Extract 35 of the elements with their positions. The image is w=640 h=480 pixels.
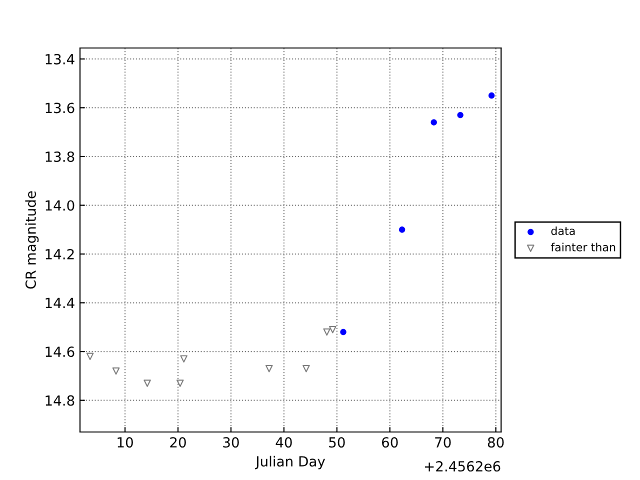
point	[302, 364, 310, 372]
y-axis-title: CR magnitude	[25, 191, 39, 289]
point	[265, 364, 273, 372]
point	[144, 380, 151, 387]
point	[488, 92, 495, 99]
y-tick-label: 13.6	[46, 102, 74, 114]
x-tick-label: 50	[329, 437, 345, 448]
point	[457, 112, 464, 118]
x-tick-label: 40	[276, 437, 292, 448]
x-tick-label: 10	[118, 437, 133, 448]
legend-label: fainter than	[550, 242, 616, 252]
x-tick-label: 60	[382, 437, 398, 448]
point	[329, 326, 336, 334]
y-tick-label: 14.8	[46, 395, 74, 406]
y-tick-label: 14.4	[46, 298, 74, 308]
legend-label: data	[551, 226, 575, 236]
text: +2.4562e6	[424, 461, 500, 472]
point	[86, 352, 94, 360]
point	[180, 355, 188, 363]
y-tick-label: 14.6	[46, 346, 74, 358]
y-tick-label: 14.0	[46, 200, 74, 211]
y-tick-label: 13.4	[46, 54, 74, 64]
y-tick-label: 14.2	[46, 248, 74, 260]
point	[340, 328, 346, 336]
x-tick-label: 20	[170, 437, 186, 448]
point	[323, 328, 331, 336]
point	[430, 119, 437, 126]
x-tick-label: 80	[488, 437, 504, 448]
x-axis-title: Julian Day	[254, 456, 326, 470]
x-tick-label: 30	[223, 437, 239, 448]
point	[112, 367, 120, 375]
x-tick-label: 70	[435, 437, 451, 448]
point	[398, 226, 406, 233]
y-tick-label: 13.8	[46, 151, 74, 162]
point	[176, 380, 184, 387]
